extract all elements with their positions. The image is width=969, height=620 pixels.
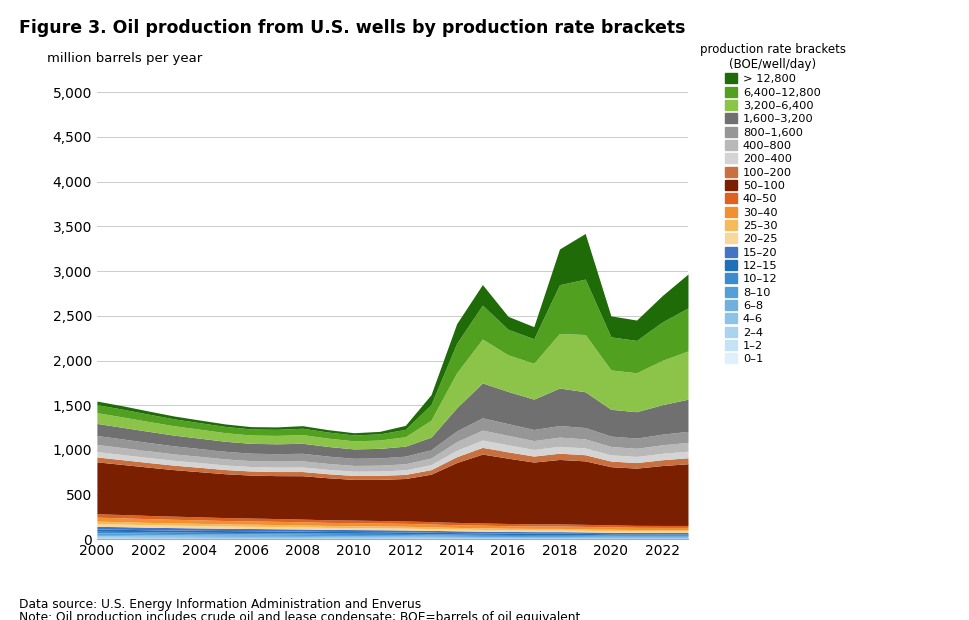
- Text: Note: Oil production includes crude oil and lease condensate; BOE=barrels of oil: Note: Oil production includes crude oil …: [19, 611, 580, 620]
- Legend: > 12,800, 6,400–12,800, 3,200–6,400, 1,600–3,200, 800–1,600, 400–800, 200–400, 1: > 12,800, 6,400–12,800, 3,200–6,400, 1,6…: [700, 43, 846, 364]
- Text: million barrels per year: million barrels per year: [47, 52, 202, 65]
- Text: Figure 3. Oil production from U.S. wells by production rate brackets: Figure 3. Oil production from U.S. wells…: [19, 19, 686, 37]
- Text: Data source: U.S. Energy Information Administration and Enverus: Data source: U.S. Energy Information Adm…: [19, 598, 422, 611]
